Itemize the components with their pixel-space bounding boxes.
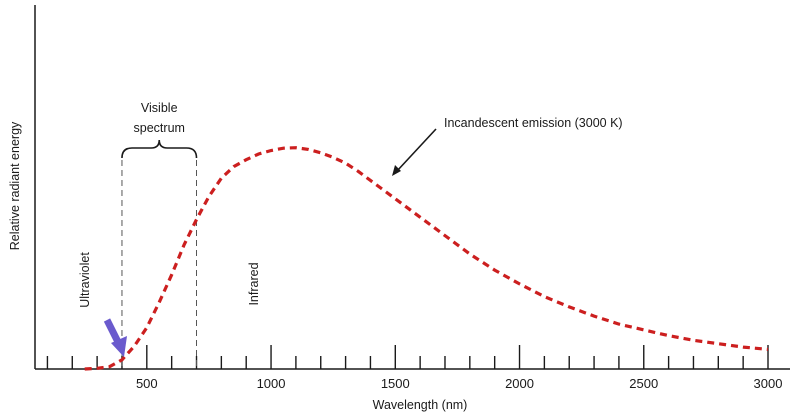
visible-label-line2: spectrum [134, 121, 185, 135]
y-axis-title: Relative radiant energy [8, 121, 22, 250]
series-annotation-pointer [396, 128, 437, 172]
purple-arrow-icon [103, 318, 127, 357]
x-tick-label: 2500 [629, 376, 658, 391]
visible-label-line1: Visible [141, 101, 178, 115]
x-tick-labels: 500 1000 1500 2000 2500 3000 [136, 376, 782, 391]
x-tick-label: 3000 [754, 376, 783, 391]
x-tick-label: 500 [136, 376, 158, 391]
infrared-label: Infrared [247, 262, 261, 305]
ultraviolet-label: Ultraviolet [78, 252, 92, 308]
series-annotation-arrowhead [392, 165, 401, 176]
visible-spectrum-brace [121, 139, 198, 159]
x-axis-title: Wavelength (nm) [373, 398, 468, 412]
x-tick-label: 1500 [381, 376, 410, 391]
series-annotation-label: Incandescent emission (3000 K) [444, 116, 623, 130]
x-tick-label: 2000 [505, 376, 534, 391]
series-line-incandescent [84, 146, 769, 371]
x-tick-label: 1000 [257, 376, 286, 391]
x-ticks [46, 345, 769, 369]
